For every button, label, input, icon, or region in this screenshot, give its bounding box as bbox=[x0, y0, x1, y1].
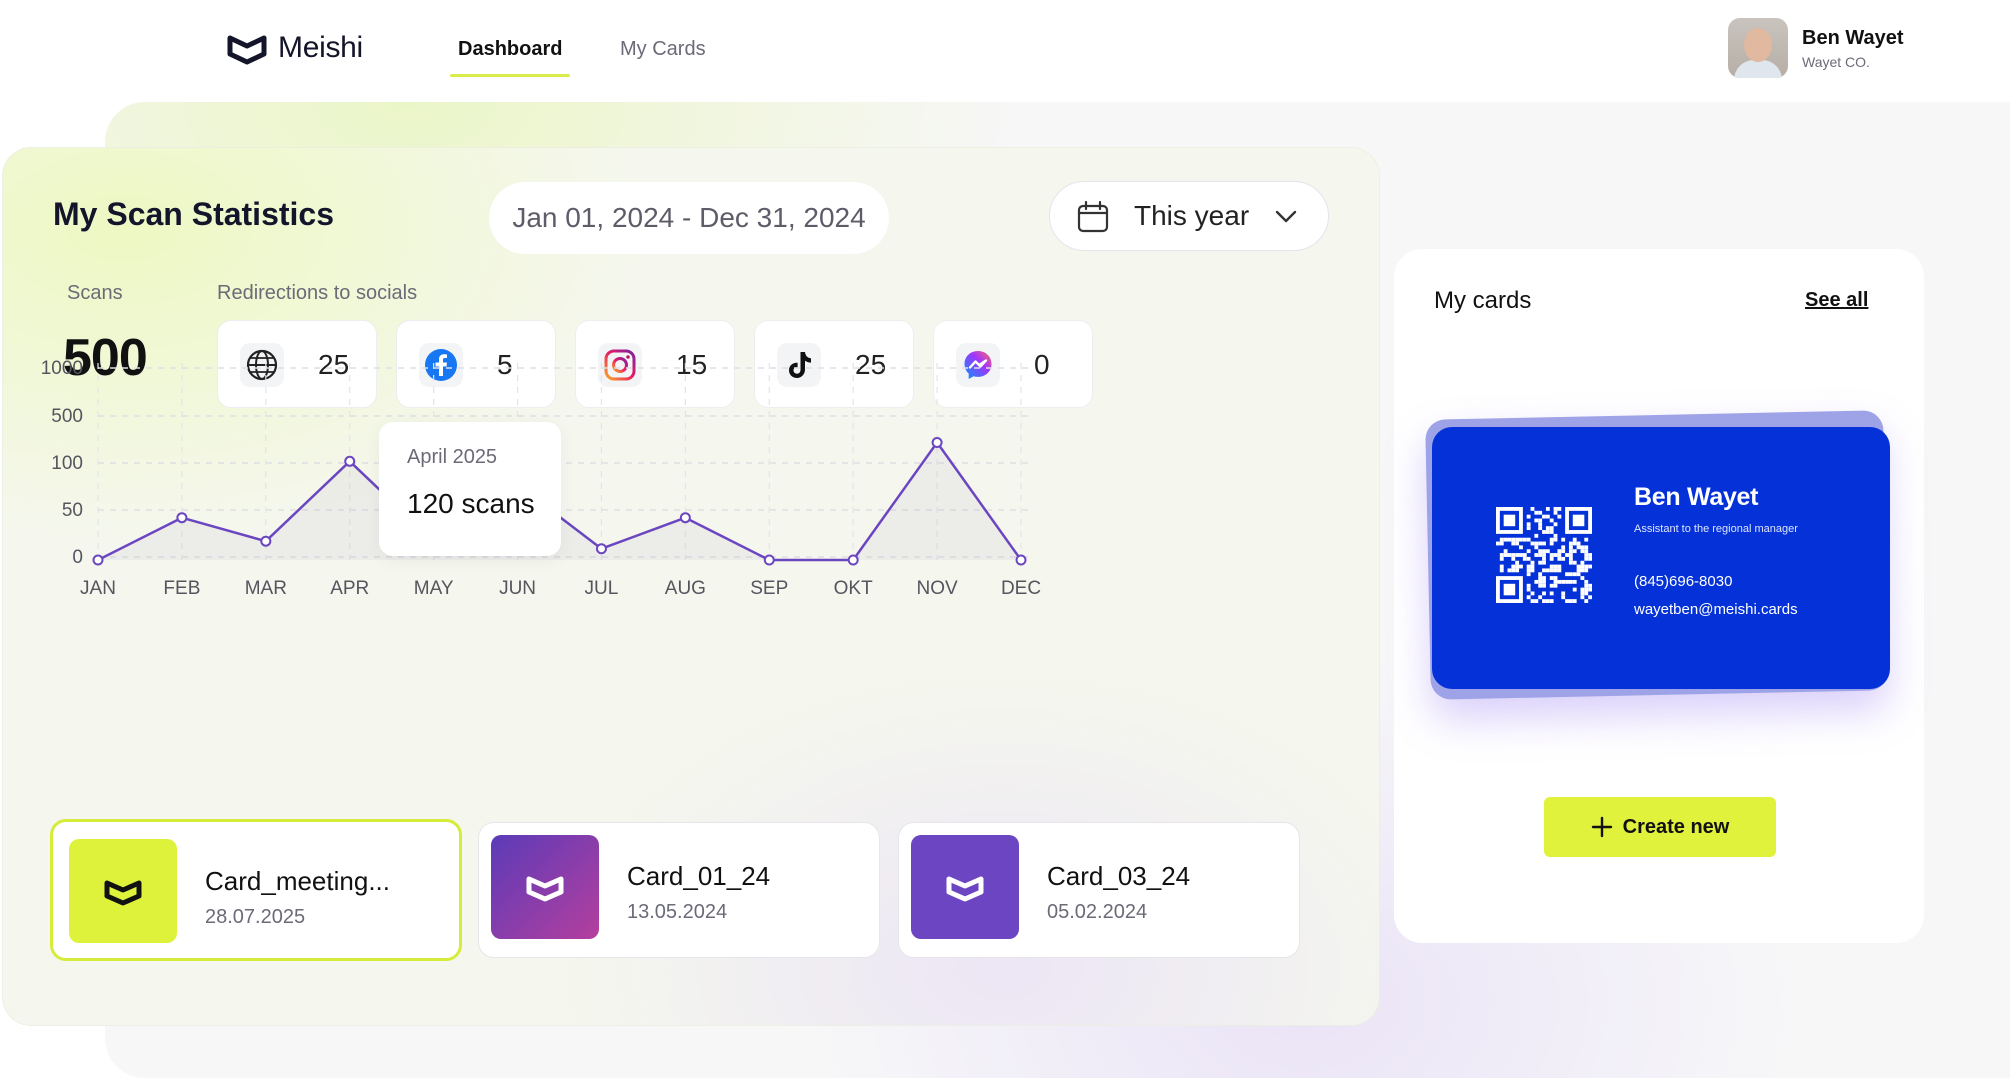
create-new-button[interactable]: Create new bbox=[1544, 797, 1776, 857]
recent-card-tile[interactable]: Card_03_24 05.02.2024 bbox=[898, 822, 1300, 958]
social-tile-facebook[interactable]: 5 bbox=[396, 320, 556, 408]
data-point bbox=[1015, 554, 1027, 566]
x-tick-label: JUL bbox=[585, 578, 619, 599]
data-point bbox=[595, 543, 607, 555]
tooltip-label: April 2025 bbox=[407, 446, 498, 468]
data-point bbox=[176, 512, 188, 524]
meishi-logo-icon bbox=[946, 876, 984, 902]
y-tick-label: 0 bbox=[72, 547, 83, 568]
card-thumbnail bbox=[491, 835, 599, 939]
period-select[interactable]: This year bbox=[1049, 181, 1329, 251]
data-point bbox=[931, 437, 943, 448]
card-holder-email: wayetben@meishi.cards bbox=[1634, 601, 1798, 618]
social-count: 0 bbox=[1034, 349, 1050, 380]
period-label: This year bbox=[1134, 200, 1250, 231]
x-tick-label: JUN bbox=[499, 578, 536, 599]
card-date: 13.05.2024 bbox=[627, 901, 728, 923]
data-point bbox=[344, 455, 356, 467]
data-point bbox=[679, 512, 691, 524]
date-range[interactable]: Jan 01, 2024 - Dec 31, 2024 bbox=[489, 182, 889, 254]
card-date: 28.07.2025 bbox=[205, 906, 306, 928]
header: Meishi Dashboard My Cards Ben Wayet Waye… bbox=[0, 0, 2010, 100]
socials-label: Redirections to socials bbox=[217, 282, 418, 304]
card-name: Card_meeting... bbox=[205, 866, 390, 896]
y-tick-label: 500 bbox=[51, 406, 83, 427]
x-tick-label: FEB bbox=[163, 578, 200, 599]
see-all-link[interactable]: See all bbox=[1805, 289, 1869, 311]
data-point bbox=[260, 535, 272, 547]
messenger-icon bbox=[956, 343, 1000, 387]
user-profile[interactable]: Ben Wayet Wayet CO. bbox=[1728, 18, 1904, 78]
recent-card-tile[interactable]: Card_01_24 13.05.2024 bbox=[478, 822, 880, 958]
x-tick-label: MAY bbox=[414, 578, 454, 599]
scans-value: 500 bbox=[63, 329, 148, 387]
x-tick-label: SEP bbox=[750, 578, 788, 599]
logo-text: Meishi bbox=[278, 31, 363, 64]
card-holder-phone: (845)696-8030 bbox=[1634, 573, 1733, 590]
social-count: 25 bbox=[318, 349, 350, 380]
card-thumbnail bbox=[911, 835, 1019, 939]
chart-area bbox=[98, 442, 1021, 560]
tiktok-icon bbox=[777, 343, 821, 387]
meishi-logo-icon bbox=[526, 876, 564, 902]
data-point bbox=[847, 554, 859, 566]
card-name: Card_03_24 bbox=[1047, 861, 1191, 891]
logo[interactable]: Meishi bbox=[226, 28, 363, 68]
tab-dashboard[interactable]: Dashboard bbox=[449, 38, 571, 77]
x-tick-label: NOV bbox=[916, 578, 958, 599]
calendar-icon bbox=[1077, 200, 1109, 233]
my-cards-panel: My cards See all Ben Wayet Assistant to … bbox=[1394, 249, 1924, 943]
facebook-icon bbox=[419, 343, 463, 387]
tab-my-cards[interactable]: My Cards bbox=[620, 38, 706, 60]
stats-title: My Scan Statistics bbox=[53, 196, 334, 232]
data-point bbox=[763, 554, 775, 566]
data-point bbox=[92, 554, 104, 566]
chart-tooltip: April 2025 120 scans bbox=[379, 422, 561, 556]
instagram-icon bbox=[598, 343, 642, 387]
y-tick-label: 100 bbox=[51, 453, 83, 474]
plus-icon bbox=[1591, 816, 1612, 838]
x-tick-label: MAR bbox=[245, 578, 287, 599]
x-tick-label: DEC bbox=[1001, 578, 1041, 599]
meishi-logo-icon bbox=[104, 880, 142, 906]
social-tile-messenger[interactable]: 0 bbox=[933, 320, 1093, 408]
y-tick-label: 50 bbox=[62, 500, 83, 521]
card-holder-name: Ben Wayet bbox=[1634, 483, 1759, 511]
qr-code-icon bbox=[1496, 507, 1592, 603]
x-tick-label: AUG bbox=[665, 578, 706, 599]
tooltip-value: 120 scans bbox=[407, 488, 535, 519]
scans-label: Scans bbox=[67, 282, 123, 304]
card-holder-role: Assistant to the regional manager bbox=[1634, 523, 1798, 535]
my-cards-title: My cards bbox=[1434, 287, 1532, 314]
social-tile-website[interactable]: 25 bbox=[217, 320, 377, 408]
recent-card-tile[interactable]: Card_meeting... 28.07.2025 bbox=[50, 819, 462, 961]
card-name: Card_01_24 bbox=[627, 861, 771, 891]
chevron-down-icon bbox=[1275, 210, 1297, 223]
card-date: 05.02.2024 bbox=[1047, 901, 1148, 923]
card-thumbnail bbox=[69, 839, 177, 943]
x-tick-label: JAN bbox=[80, 578, 116, 599]
user-name: Ben Wayet bbox=[1802, 26, 1904, 49]
social-count: 15 bbox=[676, 349, 708, 380]
meishi-logo-icon bbox=[227, 35, 267, 65]
scan-statistics-card: My Scan Statistics Jan 01, 2024 - Dec 31… bbox=[3, 148, 1379, 1025]
social-count: 25 bbox=[855, 349, 887, 380]
y-tick-label: 1000 bbox=[41, 358, 83, 379]
globe-icon bbox=[240, 343, 284, 387]
social-tile-tiktok[interactable]: 25 bbox=[754, 320, 914, 408]
user-company: Wayet CO. bbox=[1802, 53, 1870, 70]
x-tick-label: APR bbox=[330, 578, 369, 599]
business-card[interactable]: Ben Wayet Assistant to the regional mana… bbox=[1432, 427, 1890, 689]
social-count: 5 bbox=[497, 349, 513, 380]
x-tick-label: OKT bbox=[834, 578, 873, 599]
create-new-label: Create new bbox=[1622, 815, 1730, 838]
avatar[interactable] bbox=[1728, 18, 1788, 78]
